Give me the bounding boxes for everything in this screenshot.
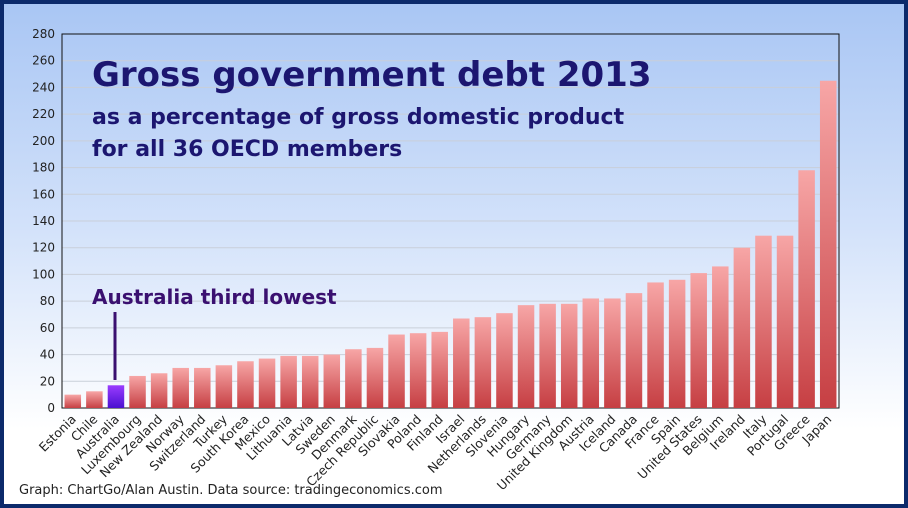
bar-switzerland [194, 367, 211, 408]
bar-italy [755, 235, 772, 408]
chart-title: Gross government debt 2013 [92, 55, 651, 95]
bar-lithuania [280, 355, 297, 408]
y-axis: 0 20 40 60 80 100 120 140 160 180 200 220 240 260 280 [32, 27, 55, 415]
bar-spain [668, 279, 686, 408]
annotation-label: Australia third lowest [92, 285, 337, 309]
y-tick-label: 260 [32, 54, 55, 68]
bar-greece [798, 170, 815, 408]
bar-finland [431, 331, 448, 408]
y-tick-label: 160 [32, 187, 55, 201]
bar-latvia [301, 355, 319, 408]
bar-mexico [258, 358, 276, 408]
bar-sweden [323, 354, 341, 408]
bar-hungary [517, 305, 535, 408]
y-tick-label: 200 [32, 134, 55, 148]
chart-subtitle-line2: for all 36 OECD members [92, 137, 402, 162]
y-tick-label: 120 [32, 241, 55, 255]
bar-estonia [64, 394, 82, 408]
bar-austria [582, 298, 600, 408]
bar-slovenia [496, 313, 513, 408]
bar-portugal [776, 235, 794, 408]
bar-canada [625, 293, 643, 408]
bar-israel [453, 318, 470, 408]
bar-south-korea [237, 361, 254, 408]
bar-united-states [690, 273, 707, 408]
bar-chile [86, 391, 103, 408]
y-tick-label: 180 [32, 161, 55, 175]
bar-new-zealand [150, 373, 168, 408]
bar-czech-republic [366, 347, 384, 408]
y-tick-label: 80 [40, 294, 55, 308]
y-tick-label: 20 [40, 374, 55, 388]
y-tick-label: 240 [32, 80, 55, 94]
source-note: Graph: ChartGo/Alan Austin. Data source:… [19, 483, 442, 498]
y-tick-label: 60 [40, 321, 55, 335]
bar-iceland [604, 298, 621, 408]
bar-luxembourg [129, 375, 146, 408]
bar-belgium [712, 266, 729, 408]
bar-norway [172, 367, 189, 408]
bar-denmark [345, 349, 362, 408]
y-tick-label: 100 [32, 267, 55, 281]
bar-ireland [733, 247, 751, 408]
bar-japan [819, 80, 837, 408]
plot-area [61, 33, 840, 409]
bar-slovakia [388, 334, 405, 408]
bar-australia [107, 385, 125, 408]
y-tick-label: 280 [32, 27, 55, 41]
y-tick-label: 140 [32, 214, 55, 228]
bars [64, 80, 837, 408]
y-tick-label: 220 [32, 107, 55, 121]
chart-subtitle-line1: as a percentage of gross domestic produc… [92, 105, 625, 130]
bar-poland [409, 333, 427, 408]
bar-netherlands [474, 317, 492, 408]
bar-germany [539, 303, 556, 408]
y-tick-label: 40 [40, 348, 55, 362]
bar-united-kingdom [560, 303, 578, 408]
bar-turkey [215, 365, 233, 408]
bar-france [647, 282, 664, 408]
y-tick-label: 0 [47, 401, 55, 415]
